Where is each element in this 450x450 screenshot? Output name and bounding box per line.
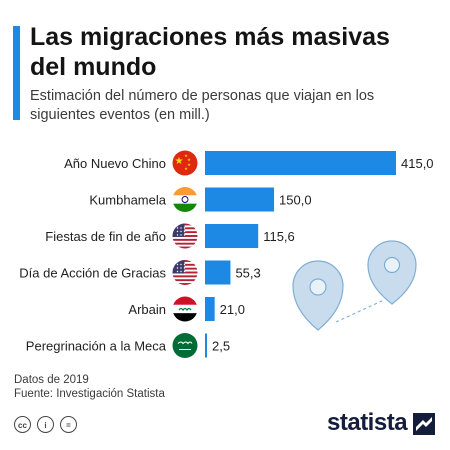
svg-text:★: ★: [187, 162, 191, 167]
bar: [205, 260, 231, 285]
category-label: Fiestas de fin de año: [45, 229, 166, 244]
value-label: 2,5: [212, 339, 230, 354]
value-label: 115,6: [263, 229, 295, 244]
category-label: Día de Acción de Gracias: [19, 266, 166, 281]
value-label: 415,0: [401, 156, 434, 171]
chart-row: Día de Acción de Gracias 55,3: [19, 260, 261, 285]
saudi-arabia-flag-icon: [172, 333, 198, 358]
chart-row: Peregrinación a la Meca 2,5: [26, 333, 230, 358]
statista-logo[interactable]: statista: [327, 409, 408, 436]
chart-row: Kumbhamela 150,0: [89, 187, 312, 212]
value-label: 150,0: [279, 193, 312, 208]
category-label: Arbain: [128, 302, 166, 317]
category-label: Kumbhamela: [89, 193, 166, 208]
map-pin-decoration: [292, 240, 417, 331]
svg-text:★: ★: [187, 157, 191, 162]
chart-title: Las migraciones más masivas del mundo: [30, 23, 390, 81]
svg-text:★: ★: [184, 166, 188, 171]
category-label: Peregrinación a la Meca: [26, 339, 167, 354]
svg-text:★: ★: [184, 153, 188, 158]
bar: [205, 297, 215, 321]
chart-row: Arbain 21,0: [128, 296, 245, 322]
china-flag-icon: ★★★★★: [172, 150, 198, 176]
iraq-flag-icon: [172, 296, 198, 322]
no-derivatives-icon[interactable]: =: [60, 416, 77, 433]
bar: [205, 224, 259, 248]
source-note: Fuente: Investigación Statista: [14, 388, 165, 400]
value-label: 55,3: [235, 266, 260, 281]
usa-flag-icon: [172, 223, 198, 249]
category-label: Año Nuevo Chino: [64, 156, 166, 171]
map-pin-hole: [383, 256, 401, 274]
bar: [205, 187, 275, 212]
value-label: 21,0: [220, 302, 245, 317]
chart-subtitle: Estimación del número de personas que vi…: [30, 88, 375, 123]
title-accent-bar: [13, 26, 20, 120]
data-year-note: Datos de 2019: [14, 374, 89, 386]
attribution-icon[interactable]: i: [37, 416, 54, 433]
cc-license-icon[interactable]: cc: [14, 416, 31, 433]
bar: [205, 333, 207, 358]
pin-path-line: [335, 299, 385, 323]
map-pin-hole: [309, 278, 327, 296]
chart-row: Fiestas de fin de año 115,6: [45, 223, 295, 249]
india-flag-icon: [172, 187, 198, 212]
usa-flag-icon: [172, 260, 198, 285]
bar: [205, 151, 396, 175]
statista-logo-mark-icon: [413, 413, 435, 435]
chart-row: Año Nuevo Chino ★★★★★ 415,0: [64, 150, 434, 176]
svg-text:★: ★: [175, 156, 184, 167]
